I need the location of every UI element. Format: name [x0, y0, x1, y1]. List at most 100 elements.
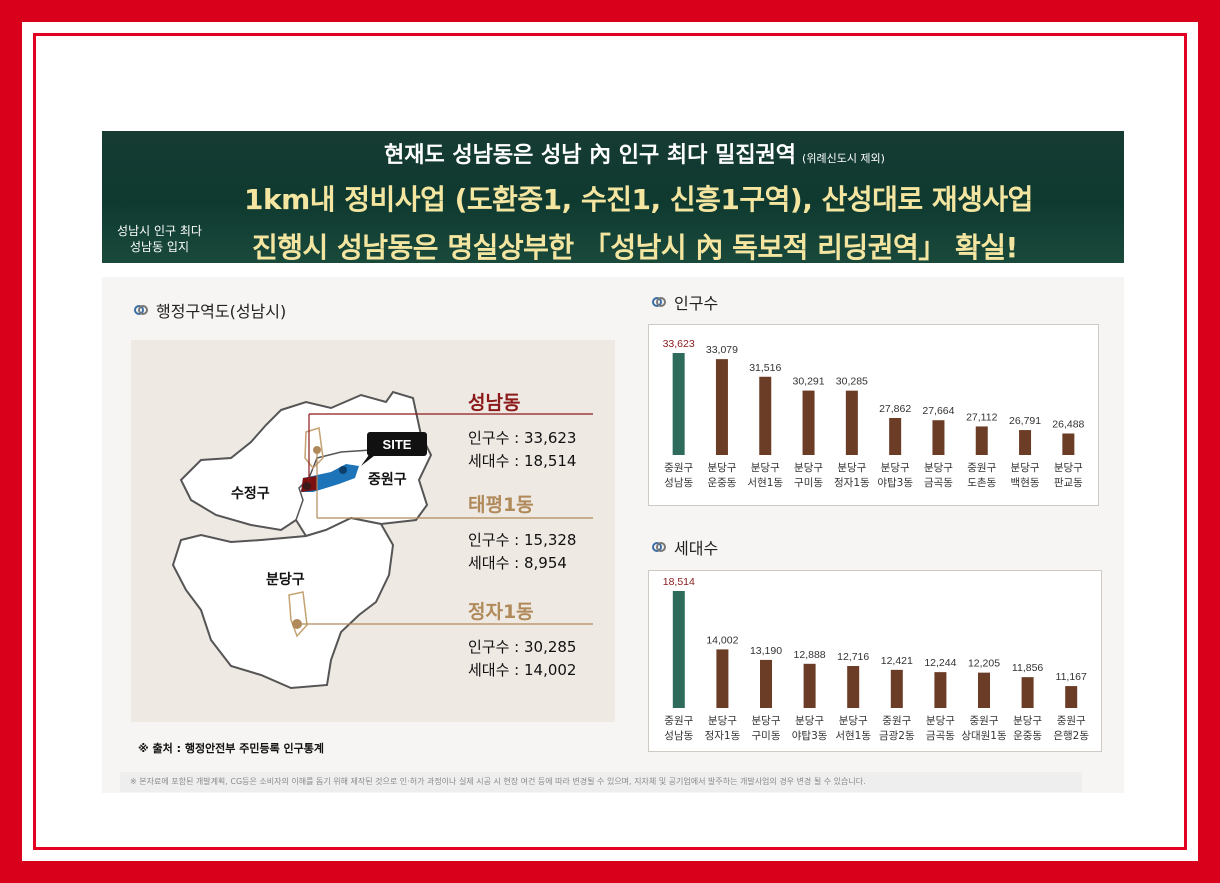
category-label-0-2-0: 분당구	[751, 462, 780, 474]
map-title-text: 행정구역도(성남시)	[156, 302, 287, 321]
value-label-0-0: 33,623	[663, 338, 695, 350]
area-name-seongnam: 성남동	[468, 392, 521, 414]
value-label-1-3: 12,888	[794, 649, 826, 661]
bar-0-2	[759, 376, 772, 455]
area-name-jeongja: 정자1동	[468, 601, 534, 623]
household-bar-chart: 18,514 중원구 성남동 14,002 분당구 정자1동 13,190 분당구 구미동 12,…	[648, 570, 1102, 752]
jeongja-outline	[288, 591, 308, 638]
bar-1-0	[672, 591, 685, 708]
category-label-1-9-1: 은행2동	[1053, 730, 1089, 742]
category-label-0-9-0: 분당구	[1054, 462, 1083, 474]
category-label-0-2-1: 서현1동	[747, 477, 783, 489]
category-label-1-4-0: 분당구	[839, 715, 868, 727]
banner-headline-3: 진행시 성남동은 명실상부한 「성남시 內 독보적 리딩권역」 확실!	[252, 231, 1018, 264]
value-label-1-4: 12,716	[837, 651, 869, 663]
category-label-0-7-1: 도촌동	[967, 477, 996, 489]
category-label-1-9-0: 중원구	[1057, 715, 1086, 727]
bar-0-7	[975, 426, 988, 455]
area-pop-jeongja: 인구수 : 30,285	[468, 638, 577, 656]
map-section-title: 행정구역도(성남시)	[134, 298, 286, 322]
category-label-1-1-0: 분당구	[708, 715, 737, 727]
category-label-1-2-0: 분당구	[752, 715, 781, 727]
category-label-0-1-1: 운중동	[707, 477, 736, 489]
value-label-1-8: 11,856	[1012, 662, 1043, 674]
area-name-taepyeong: 태평1동	[468, 494, 534, 516]
bar-1-3	[803, 663, 816, 708]
category-label-0-4-1: 정자1동	[834, 477, 870, 489]
category-label-1-3-0: 분당구	[795, 715, 824, 727]
bar-1-9	[1065, 686, 1078, 708]
category-label-0-8-0: 분당구	[1011, 462, 1040, 474]
value-label-0-7: 27,112	[966, 411, 997, 423]
category-label-1-1-1: 정자1동	[705, 730, 741, 742]
bar-0-1	[715, 359, 728, 455]
category-label-1-8-0: 분당구	[1013, 715, 1042, 727]
bar-1-8	[1021, 677, 1034, 708]
banner-headline-2: 1km내 정비사업 (도환중1, 수진1, 신흥1구역), 산성대로 재생사업	[244, 183, 1033, 216]
link-bullet-icon	[134, 305, 148, 315]
area-hh-jeongja: 세대수 : 14,002	[468, 661, 577, 679]
value-label-0-5: 27,862	[879, 403, 911, 415]
banner-headline-1-text: 현재도 성남동은 성남 內 인구 최다 밀집권역	[384, 143, 797, 168]
category-label-0-4-0: 분당구	[837, 462, 866, 474]
household-chart-title-text: 세대수	[674, 539, 719, 558]
category-label-0-6-1: 금곡동	[924, 477, 953, 489]
bar-1-4	[847, 666, 860, 708]
category-label-0-7-0: 중원구	[967, 462, 996, 474]
bar-0-6	[932, 420, 945, 455]
area-pop-taepyeong: 인구수 : 15,328	[468, 531, 577, 549]
data-source-note: ※ 출처 : 행정안전부 주민등록 인구통계	[138, 742, 325, 755]
category-label-0-5-0: 분당구	[881, 462, 910, 474]
category-label-1-6-1: 금곡동	[926, 730, 955, 742]
category-label-0-5-1: 야탑3동	[877, 476, 913, 489]
category-label-1-4-1: 서현1동	[835, 730, 871, 742]
population-chart-title: 인구수	[652, 290, 718, 314]
banner-side-line2: 성남동 입지	[129, 240, 189, 254]
value-label-1-2: 13,190	[750, 645, 782, 657]
category-label-0-9-1: 판교동	[1054, 477, 1083, 489]
category-label-0-3-1: 구미동	[794, 477, 823, 489]
population-bar-chart: 33,623 중원구 성남동 33,079 분당구 운중동 31,516 분당구 서현1동 30,…	[648, 324, 1099, 506]
banner-headline-1-note: (위례신도시 제외)	[802, 152, 885, 165]
category-label-0-6-0: 분당구	[924, 462, 953, 474]
bar-1-1	[716, 649, 729, 708]
bar-0-8	[1019, 430, 1032, 455]
site-callout	[367, 432, 427, 456]
area-info-jeongja: 정자1동 인구수 : 30,285 세대수 : 14,002	[468, 597, 576, 680]
banner-headline-1: 현재도 성남동은 성남 內 인구 최다 밀집권역 (위례신도시 제외)	[384, 137, 885, 169]
category-label-1-3-1: 야탑3동	[792, 729, 828, 742]
label-jungwon: 중원구	[368, 472, 407, 488]
value-label-0-8: 26,791	[1009, 415, 1041, 427]
category-label-1-2-1: 구미동	[752, 730, 781, 742]
label-sujeong: 수정구	[231, 485, 270, 502]
area-info-taepyeong: 태평1동 인구수 : 15,328 세대수 : 8,954	[468, 490, 576, 573]
area-info-seongnam: 성남동 인구수 : 33,623 세대수 : 18,514	[468, 388, 576, 471]
bar-1-2	[760, 659, 772, 708]
category-label-1-0-0: 중원구	[664, 715, 693, 727]
category-label-0-0-1: 성남동	[664, 477, 693, 489]
value-label-0-2: 31,516	[749, 362, 781, 374]
district-map: SITE 수정구 중원구 분당구 성남동 인구수 : 33,623 세대수 : …	[131, 340, 615, 722]
category-label-0-1-0: 분당구	[707, 462, 736, 474]
bar-1-6	[934, 672, 947, 708]
area-hh-taepyeong: 세대수 : 8,954	[468, 554, 567, 572]
area-hh-seongnam: 세대수 : 18,514	[468, 452, 577, 470]
bar-0-9	[1062, 433, 1075, 455]
category-label-1-7-0: 중원구	[970, 715, 999, 727]
headline-banner: 성남시 인구 최다 성남동 입지 현재도 성남동은 성남 內 인구 최다 밀집권…	[102, 131, 1124, 264]
population-chart-title-text: 인구수	[674, 294, 719, 313]
value-label-1-7: 12,205	[968, 658, 1000, 670]
value-label-1-1: 14,002	[706, 634, 738, 646]
value-label-1-0: 18,514	[663, 576, 695, 588]
site-label: SITE	[383, 437, 412, 452]
category-label-1-5-1: 금광2동	[879, 730, 915, 742]
link-bullet-icon	[652, 297, 666, 307]
value-label-1-9: 11,167	[1056, 671, 1087, 683]
value-label-0-9: 26,488	[1052, 418, 1084, 430]
value-label-0-6: 27,664	[922, 405, 954, 417]
bar-1-7	[978, 672, 990, 708]
category-label-0-0-0: 중원구	[664, 462, 693, 474]
category-label-1-6-0: 분당구	[926, 715, 955, 727]
